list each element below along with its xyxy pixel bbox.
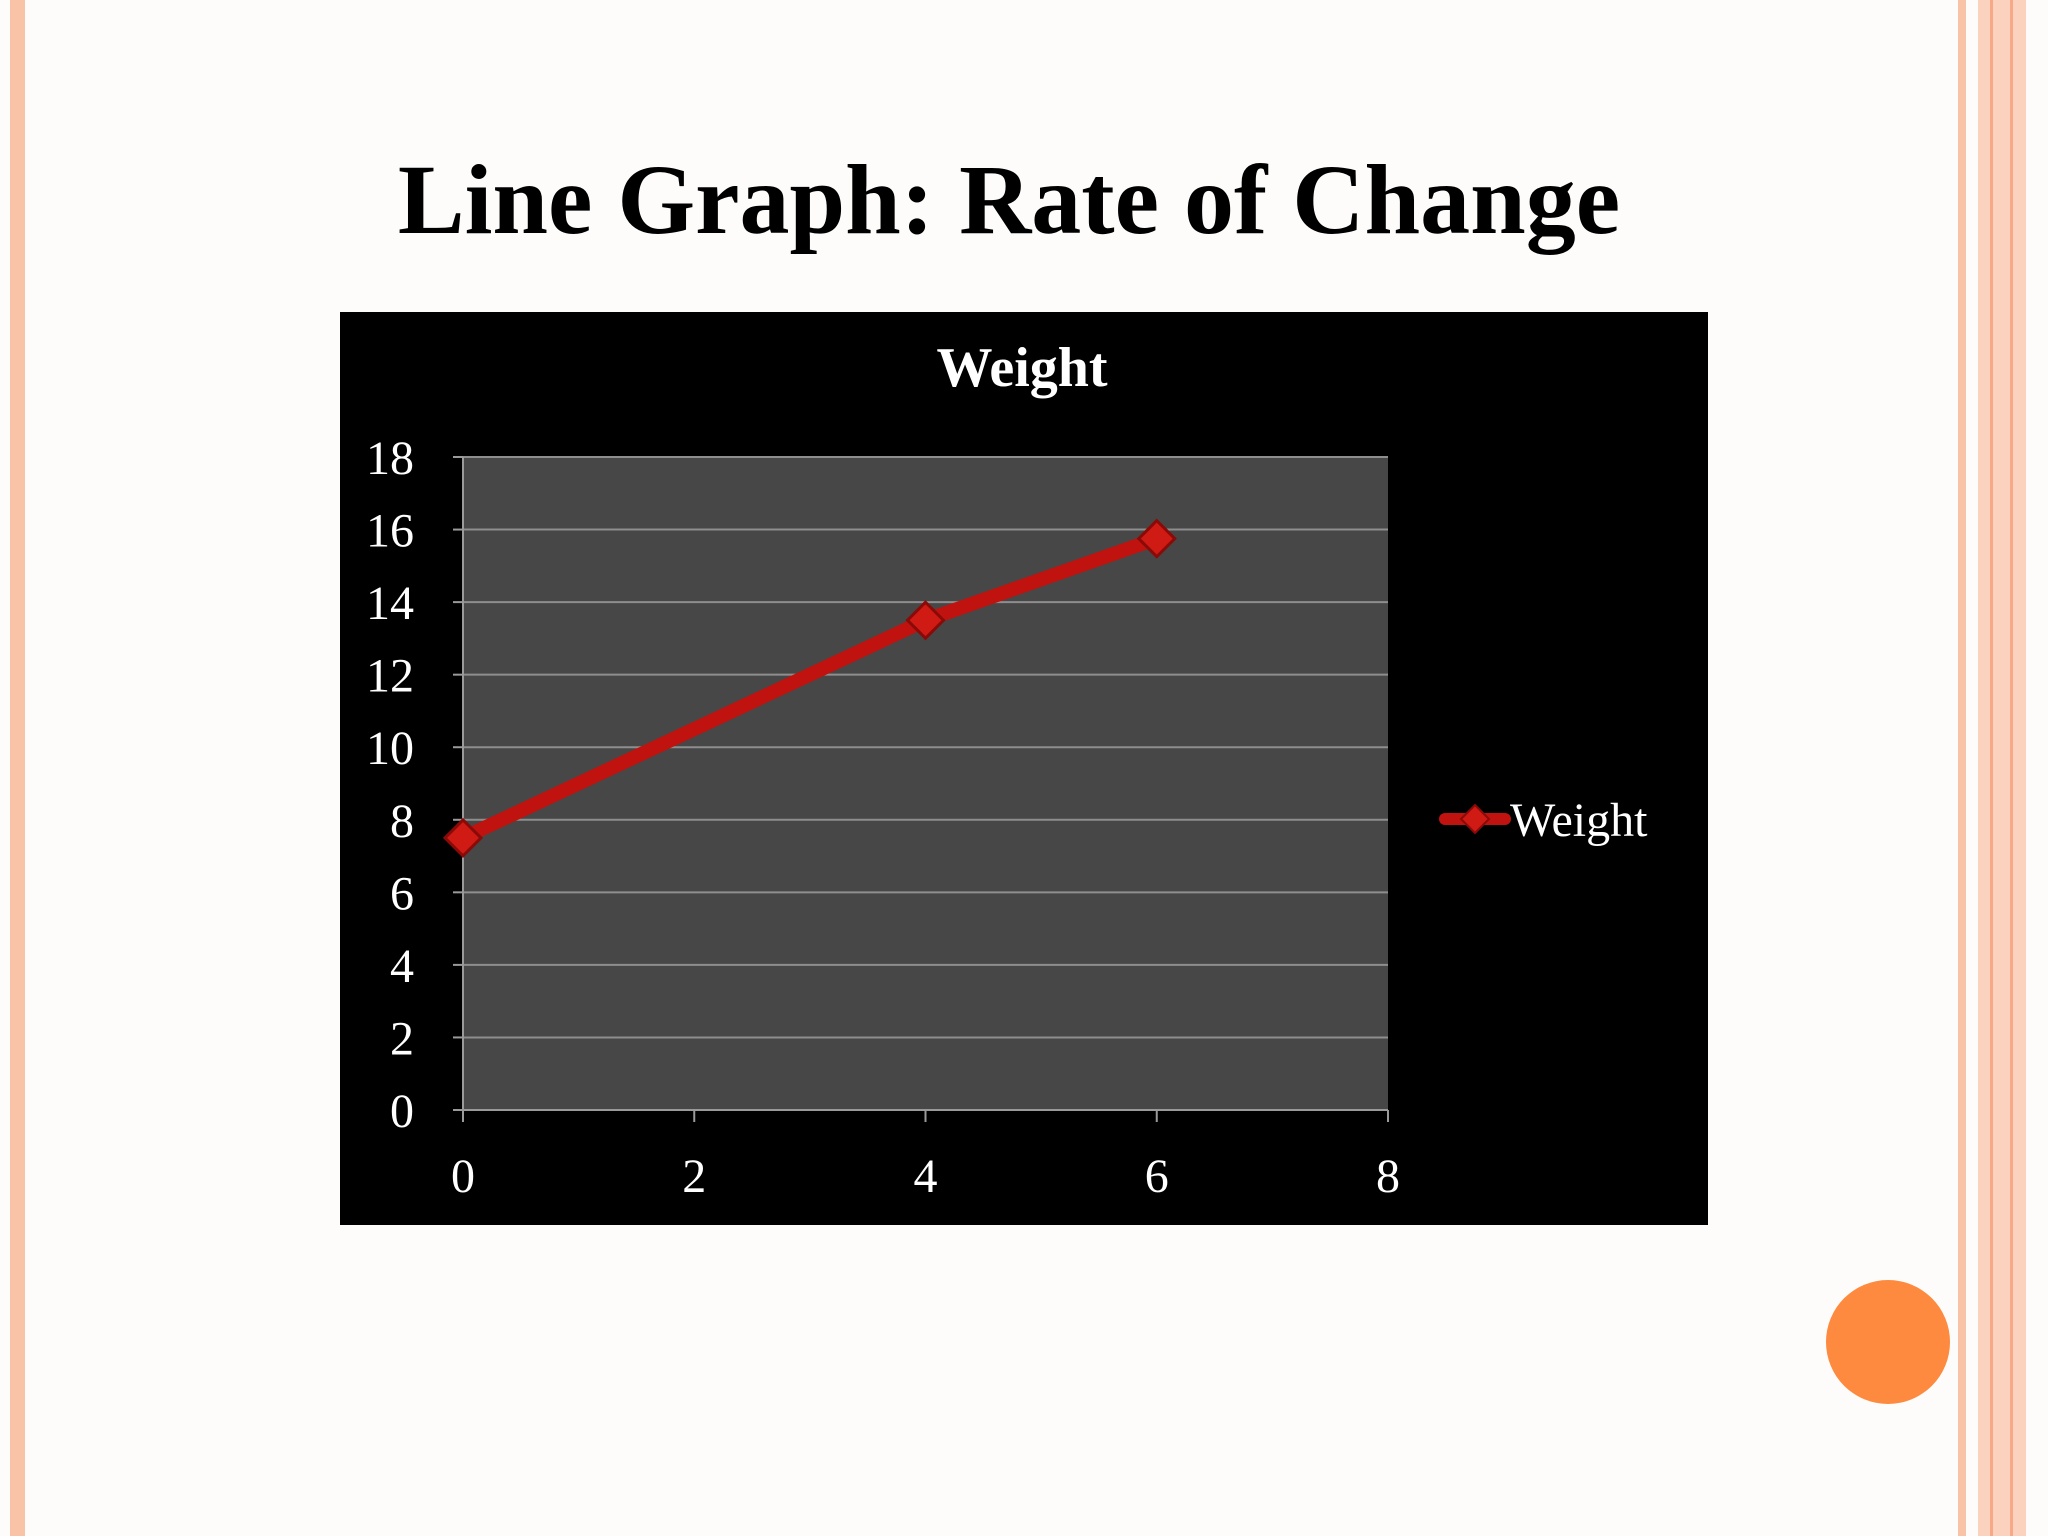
x-tick-label: 0: [451, 1150, 475, 1203]
x-tick-label: 8: [1376, 1150, 1400, 1203]
legend-marker: [1459, 803, 1491, 835]
slide-right-border-line-1: [1990, 0, 1993, 1536]
plot-area: [463, 457, 1388, 1110]
y-tick-label: 10: [366, 722, 414, 775]
slide-left-border: [10, 0, 25, 1536]
slide-right-border-line-2: [2010, 0, 2013, 1536]
data-point-marker: [442, 817, 484, 859]
y-tick-label: 6: [390, 867, 414, 920]
data-point-marker: [1136, 518, 1177, 559]
y-tick-label: 4: [390, 940, 414, 993]
y-tick-label: 0: [390, 1085, 414, 1138]
data-point-marker: [905, 600, 946, 641]
slide-right-border-band: [1978, 0, 2026, 1536]
chart-svg: Weight 0 2 4 6 8 10 12 14 16 18 0 2 4 6 8 Weight: [366, 337, 1648, 1203]
x-tick-label: 4: [914, 1150, 938, 1203]
x-tick-label: 6: [1145, 1150, 1169, 1203]
y-tick-label: 16: [366, 505, 414, 558]
x-tick-label: 2: [682, 1150, 706, 1203]
legend-label: Weight: [1510, 794, 1648, 847]
chart-title: Weight: [936, 337, 1107, 399]
y-tick-label: 8: [390, 795, 414, 848]
slide-title: Line Graph: Rate of Change: [397, 144, 1621, 255]
y-tick-label: 18: [366, 432, 414, 485]
slide-right-border: [1958, 0, 1966, 1536]
y-tick-label: 2: [390, 1012, 414, 1065]
decorative-orange-circle: [1826, 1280, 1950, 1404]
y-tick-label: 14: [366, 577, 414, 630]
line-chart: Weight 0 2 4 6 8 10 12 14 16 18 0 2 4 6 8 Weight: [340, 312, 1708, 1225]
y-tick-label: 12: [366, 650, 414, 703]
